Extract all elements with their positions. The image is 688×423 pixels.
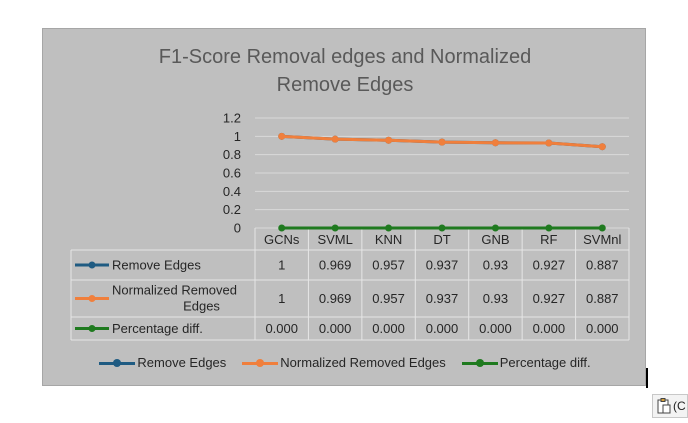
table-cell-value: 0.957 — [372, 258, 405, 273]
table-cell-value: 1 — [278, 258, 285, 273]
y-tick-label: 1.2 — [223, 111, 241, 126]
table-cell-value: 0.000 — [533, 321, 566, 336]
table-legend-key-marker — [88, 295, 96, 302]
table-cell-value: 0.969 — [319, 258, 352, 273]
table-cell-value: 0.937 — [426, 291, 459, 306]
chart-area[interactable]: F1-Score Removal edges and Normalized Re… — [42, 28, 646, 386]
y-tick-label: 0.8 — [223, 147, 241, 162]
table-series-name: Remove Edges — [112, 258, 201, 273]
table-cell-value: 0.927 — [533, 258, 566, 273]
text-cursor — [646, 368, 648, 388]
paste-options-label: (C — [673, 399, 686, 413]
table-cell-value: 0.927 — [533, 291, 566, 306]
legend-item: Normalized Removed Edges — [242, 355, 446, 370]
paste-options-button[interactable]: (C — [652, 394, 688, 418]
legend-key — [99, 357, 136, 369]
data-point — [491, 139, 499, 147]
y-tick-label: 0.4 — [223, 184, 241, 199]
legend-label: Percentage diff. — [499, 355, 591, 370]
table-cell-value: 0.000 — [479, 321, 512, 336]
data-point — [598, 143, 606, 151]
chart-title: F1-Score Removal edges and Normalized Re… — [43, 43, 647, 99]
data-point — [385, 224, 393, 232]
data-point — [438, 138, 446, 146]
x-category-label: SVMnl — [583, 232, 621, 247]
table-cell-value: 0.000 — [372, 321, 405, 336]
x-category-label: GCNs — [264, 232, 300, 247]
y-tick-label: 0 — [234, 221, 241, 236]
data-point — [278, 132, 286, 140]
legend-key — [461, 357, 498, 369]
data-point — [385, 136, 393, 144]
x-category-label: RF — [540, 232, 557, 247]
data-point — [491, 224, 499, 232]
table-series-name: Edges — [183, 299, 220, 314]
x-category-label: GNB — [481, 232, 509, 247]
table-legend-key-marker — [88, 325, 96, 332]
table-legend-key-marker — [88, 261, 96, 269]
table-series-name: Normalized Removed — [112, 283, 237, 298]
table-cell-value: 0.000 — [319, 321, 352, 336]
table-cell-value: 0.957 — [372, 291, 405, 306]
legend-key — [242, 357, 279, 369]
legend-label: Normalized Removed Edges — [280, 355, 446, 370]
data-point — [331, 224, 339, 232]
table-series-name: Percentage diff. — [112, 321, 203, 336]
table-cell-value: 0.937 — [426, 258, 459, 273]
chart-svg: 1.2 1 0.8 0.6 0.4 0.2 0 GCNs SVML KNN DT GNB RF SVMnl… — [70, 111, 630, 341]
legend: Remove Edges Normalized Removed Edges Perc… — [43, 355, 647, 370]
data-point — [545, 224, 553, 232]
table-cell-value: 0.887 — [586, 291, 619, 306]
legend-item: Remove Edges — [99, 355, 226, 370]
data-point — [545, 139, 553, 147]
table-cell-value: 0.000 — [426, 321, 459, 336]
legend-item: Percentage diff. — [461, 355, 591, 370]
table-cell-value: 1 — [278, 291, 285, 306]
x-category-label: SVML — [317, 232, 352, 247]
y-tick-label: 0.6 — [223, 166, 241, 181]
x-category-label: KNN — [375, 232, 402, 247]
data-point — [438, 224, 446, 232]
y-tick-label: 1 — [234, 129, 241, 144]
table-cell-value: 0.887 — [586, 258, 619, 273]
data-point — [598, 224, 606, 232]
y-tick-label: 0.2 — [223, 202, 241, 217]
table-cell-value: 0.93 — [483, 258, 508, 273]
table-cell-value: 0.000 — [265, 321, 298, 336]
chart-title-line2: Remove Edges — [276, 74, 414, 96]
data-point — [278, 224, 286, 232]
data-point — [331, 135, 339, 143]
table-cell-value: 0.93 — [483, 291, 508, 306]
legend-label: Remove Edges — [137, 355, 227, 370]
x-category-label: DT — [433, 232, 450, 247]
chart-title-line1: F1-Score Removal edges and Normalized — [158, 46, 532, 68]
clipboard-icon — [657, 398, 671, 414]
table-cell-value: 0.000 — [586, 321, 619, 336]
table-cell-value: 0.969 — [319, 291, 352, 306]
